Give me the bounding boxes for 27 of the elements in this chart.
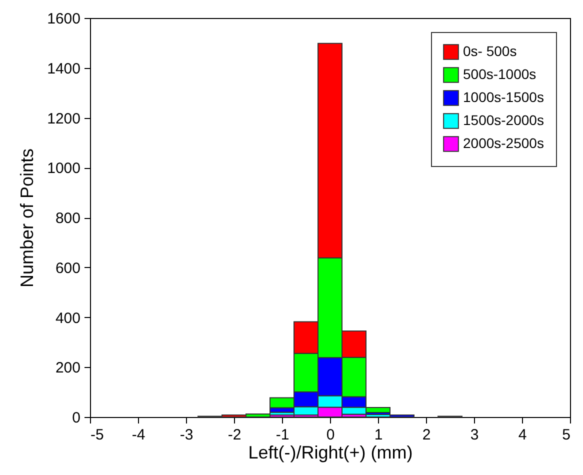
- x-tick-label: 4: [518, 426, 527, 444]
- legend-label: 1000s-1500s: [463, 89, 544, 105]
- y-tick-label: 800: [55, 210, 80, 227]
- x-tick-label: -4: [132, 426, 146, 444]
- x-tick-label: -2: [228, 426, 242, 444]
- y-axis-title: Number of Points: [17, 148, 38, 288]
- y-tick-label: 400: [55, 310, 80, 327]
- x-tick-label: 0: [326, 426, 335, 444]
- x-tick-label: -3: [180, 426, 194, 444]
- legend-label: 500s-1000s: [463, 66, 536, 82]
- legend-label: 0s- 500s: [463, 43, 517, 59]
- y-tick-label: 600: [55, 260, 80, 277]
- legend-label: 2000s-2500s: [463, 135, 544, 151]
- x-tick-label: 2: [422, 426, 431, 444]
- x-tick-label: 5: [562, 426, 570, 444]
- y-tick-label: 1600: [47, 10, 80, 28]
- x-axis-title: Left(-)/Right(+) (mm): [248, 442, 413, 462]
- y-tick-label: 1200: [47, 110, 80, 128]
- y-tick-label: 1000: [47, 160, 80, 178]
- x-tick-label: -5: [90, 426, 104, 444]
- y-tick-label: 0: [72, 410, 80, 426]
- x-tick-label: -1: [276, 426, 290, 444]
- x-tick-label: 1: [374, 426, 383, 444]
- legend-label: 1500s-2000s: [463, 112, 544, 128]
- x-tick-label: 3: [470, 426, 479, 444]
- y-tick-label: 200: [55, 360, 80, 377]
- y-tick-label: 1400: [47, 60, 80, 78]
